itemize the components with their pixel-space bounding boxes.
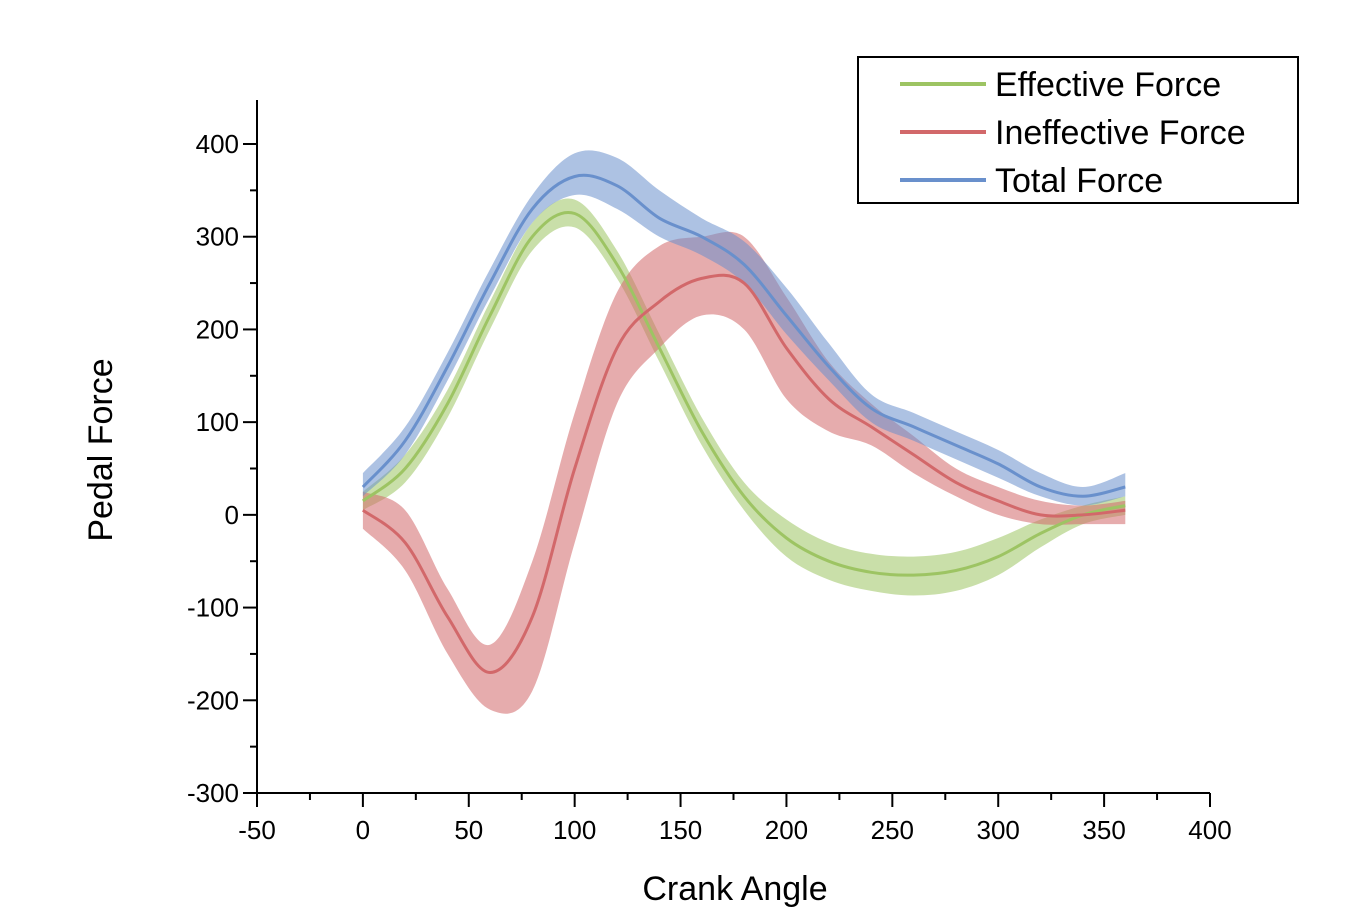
x-tick-label: -50 xyxy=(238,815,276,845)
x-tick-label: 400 xyxy=(1188,815,1231,845)
x-tick-label: 150 xyxy=(659,815,702,845)
x-tick-label: 200 xyxy=(765,815,808,845)
legend-label-ineffective-force: Ineffective Force xyxy=(995,114,1246,152)
ineffective-force-band xyxy=(362,231,1126,714)
ineffective-force-line xyxy=(361,273,1126,675)
y-tick-label: 100 xyxy=(196,407,239,437)
legend-label-effective-force: Effective Force xyxy=(995,66,1221,104)
y-axis-title: Pedal Force xyxy=(82,358,120,541)
lines-layer xyxy=(361,173,1126,675)
x-tick-label: 0 xyxy=(356,815,370,845)
x-tick-label: 350 xyxy=(1082,815,1125,845)
legend-label-total-force: Total Force xyxy=(995,162,1163,200)
y-tick-label: -100 xyxy=(187,593,239,623)
y-tick-label: 400 xyxy=(196,129,239,159)
x-tick-label: 50 xyxy=(454,815,483,845)
y-tick-label: -300 xyxy=(187,778,239,808)
x-axis-title: Crank Angle xyxy=(642,870,827,908)
y-tick-label: 200 xyxy=(196,314,239,344)
effective-force-line xyxy=(361,210,1126,577)
bands-layer xyxy=(362,150,1126,714)
y-tick-label: -200 xyxy=(187,685,239,715)
axes-layer: -300 -200 -100 0 100 200 300 400 -50 0 50 100 150 200… xyxy=(187,100,1232,845)
y-tick-label: 300 xyxy=(196,222,239,252)
legend: Effective Force Ineffective Force Total Fo… xyxy=(857,56,1299,204)
x-tick-label: 300 xyxy=(977,815,1020,845)
x-tick-label: 250 xyxy=(871,815,914,845)
y-tick-label: 0 xyxy=(225,500,239,530)
total-force-line xyxy=(361,173,1126,498)
x-tick-label: 100 xyxy=(553,815,596,845)
